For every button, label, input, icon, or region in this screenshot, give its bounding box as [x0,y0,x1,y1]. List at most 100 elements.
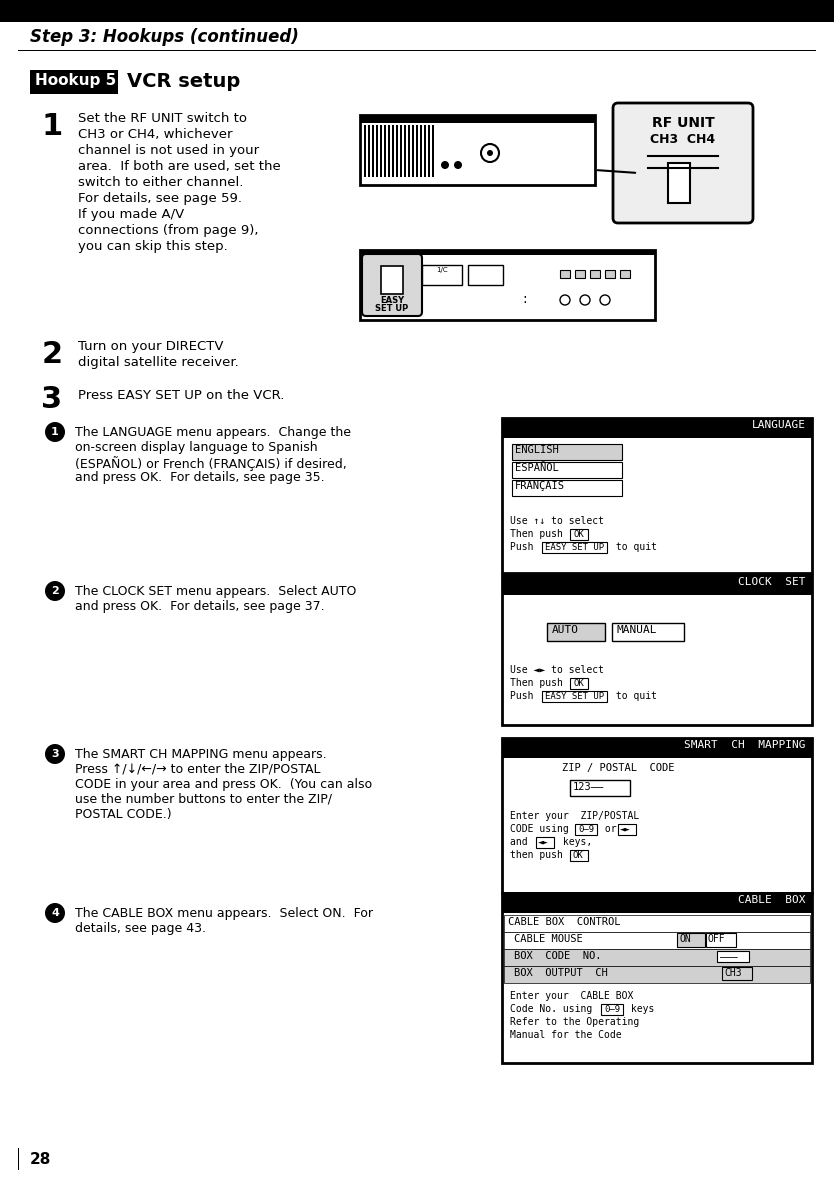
Bar [560,269,570,278]
Text: Set the RF UNIT switch to: Set the RF UNIT switch to [78,112,247,125]
Bar [502,892,812,913]
Text: The SMART CH MAPPING menu appears.: The SMART CH MAPPING menu appears. [75,748,327,761]
Bar [570,780,630,795]
Text: CH3: CH3 [724,968,741,978]
Circle shape [45,903,65,923]
Text: Then push: Then push [510,678,569,688]
Bar [381,266,403,294]
Bar [601,1004,623,1015]
Bar [504,931,810,949]
Bar [677,933,705,947]
Text: EASY SET UP: EASY SET UP [545,691,604,701]
Text: SET  UP: SET UP [508,577,555,587]
Text: digital satellite receiver.: digital satellite receiver. [78,356,239,369]
Text: AUTO: AUTO [552,625,579,635]
Text: Manual for the Code: Manual for the Code [510,1030,621,1040]
Text: CH3 or CH4, whichever: CH3 or CH4, whichever [78,128,233,141]
Bar [420,125,422,177]
Circle shape [487,150,493,156]
Text: OK: OK [574,530,585,539]
Text: and press OK.  For details, see page 35.: and press OK. For details, see page 35. [75,470,324,483]
Circle shape [481,144,499,162]
Bar [512,480,622,496]
Text: MANUAL: MANUAL [617,625,657,635]
Bar [408,125,410,177]
Bar [360,115,595,186]
Text: ———: ——— [720,952,737,962]
Text: channel is not used in your: channel is not used in your [78,144,259,157]
Text: to quit: to quit [610,691,657,701]
Text: :: : [523,292,527,306]
Text: ENGLISH: ENGLISH [515,444,559,455]
Text: SET UP: SET UP [375,304,409,313]
Text: ON: ON [680,934,691,944]
Circle shape [45,422,65,442]
Bar [384,125,386,177]
Text: BOX  OUTPUT  CH: BOX OUTPUT CH [514,968,608,978]
Text: 2: 2 [51,586,59,596]
Text: to quit: to quit [610,543,657,552]
Bar [504,915,810,931]
Circle shape [45,743,65,764]
Text: keys,: keys, [557,837,592,847]
Bar [30,70,118,95]
Text: Refer to the Operating: Refer to the Operating [510,1017,639,1027]
FancyBboxPatch shape [362,254,422,316]
Bar [504,966,810,983]
FancyBboxPatch shape [613,103,753,223]
Bar [392,125,394,177]
Bar [432,125,434,177]
Text: Code No. using: Code No. using [510,1004,598,1014]
Text: 28: 28 [30,1152,52,1167]
Text: 1/C: 1/C [436,267,448,273]
Bar [404,125,406,177]
Text: or: or [599,824,622,834]
Text: RF UNIT: RF UNIT [651,116,715,130]
Text: on-screen display language to Spanish: on-screen display language to Spanish [75,441,318,454]
Circle shape [560,296,570,305]
Text: keys: keys [625,1004,655,1014]
Bar [502,738,812,892]
Circle shape [580,296,590,305]
Text: use the number buttons to enter the ZIP/: use the number buttons to enter the ZIP/ [75,793,332,806]
Bar [590,269,600,278]
Bar [502,738,812,758]
Bar [360,115,595,123]
Bar [504,949,810,966]
Bar [502,418,812,439]
Text: Press ↑/↓/←/→ to enter the ZIP/POSTAL: Press ↑/↓/←/→ to enter the ZIP/POSTAL [75,764,320,777]
Bar [360,251,655,320]
Bar [416,125,418,177]
Text: The CABLE BOX menu appears.  Select ON.  For: The CABLE BOX menu appears. Select ON. F… [75,907,373,920]
Text: 123——: 123—— [573,782,605,792]
Bar [575,269,585,278]
Text: CABLE  BOX: CABLE BOX [738,895,806,905]
Text: then push: then push [510,850,569,860]
Bar [424,125,426,177]
Text: Enter your  CABLE BOX: Enter your CABLE BOX [510,991,633,1001]
Bar [368,125,370,177]
Text: SET  UP: SET UP [508,420,555,430]
Text: SMART  CH  MAPPING: SMART CH MAPPING [685,740,806,751]
Text: 3: 3 [51,749,59,759]
Text: CLOCK  SET: CLOCK SET [738,577,806,587]
Text: BOX  CODE  NO.: BOX CODE NO. [514,952,601,961]
Bar [364,125,366,177]
Text: you can skip this step.: you can skip this step. [78,240,228,253]
Text: SET  UP: SET UP [508,895,555,905]
Text: connections (from page 9),: connections (from page 9), [78,225,259,238]
Text: and: and [510,837,534,847]
Bar [380,125,382,177]
Bar [18,1148,19,1170]
Bar [422,265,462,285]
Bar [668,163,690,203]
Text: OK: OK [573,851,584,860]
Text: 4: 4 [51,908,59,918]
Text: OK: OK [574,678,585,688]
Text: EASY: EASY [380,296,404,305]
Text: OFF: OFF [708,934,726,944]
Text: ESPAÑOL: ESPAÑOL [515,463,559,473]
Text: The CLOCK SET menu appears.  Select AUTO: The CLOCK SET menu appears. Select AUTO [75,585,356,598]
Text: ZIP / POSTAL  CODE: ZIP / POSTAL CODE [562,764,675,773]
Text: 0–9: 0–9 [604,1005,620,1014]
